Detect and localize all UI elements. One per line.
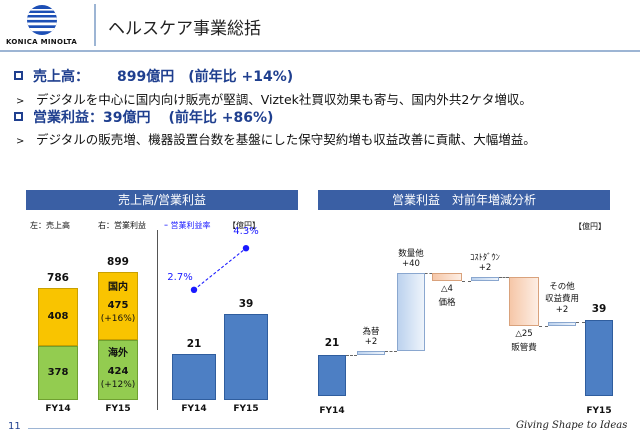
sales-value-domestic: 408	[47, 311, 69, 323]
wf-end-value: 39	[591, 302, 607, 315]
x-tick-label: FY14	[181, 404, 207, 414]
rate-label: 2.7%	[167, 271, 193, 283]
wf-price-name: 価格	[438, 297, 456, 308]
right-unit: 【億円】	[574, 222, 606, 231]
sales-bar-domestic	[38, 287, 78, 347]
profit-label: 営業利益：	[33, 110, 103, 126]
square-bullet-icon	[14, 112, 23, 121]
wf-other-name: その他	[549, 281, 575, 292]
waterfall-bar	[585, 319, 613, 396]
waterfall-connector	[576, 321, 585, 323]
waterfall-connector	[499, 277, 509, 279]
right-panel-title: 営業利益 対前年増減分析	[318, 190, 610, 210]
label-domestic: 国内	[108, 281, 128, 293]
waterfall-bar	[318, 355, 346, 396]
wf-fx-name: 為替	[362, 327, 380, 338]
chart-divider	[157, 230, 158, 410]
footer-rule	[28, 428, 510, 429]
sales-detail-text: デジタルを中心に国内向け販売が堅調、Viztek社買収効果も寄与、国内外共2ケタ…	[36, 92, 532, 107]
profit-bar	[172, 353, 216, 400]
waterfall-connector	[462, 280, 471, 282]
profit-value: 39	[238, 298, 254, 311]
wf-cost-name: ｺｽﾄﾀﾞｳﾝ	[470, 253, 500, 264]
logo-globe-icon	[27, 5, 57, 35]
x-tick-label: FY15	[586, 406, 612, 416]
x-tick-label: FY15	[233, 404, 259, 414]
rate-line	[193, 247, 247, 291]
wf-sga-value: △25	[515, 328, 533, 339]
domestic-growth: (+16%)	[100, 313, 136, 324]
left-unit: 【億円】	[228, 221, 260, 230]
rate-point	[190, 286, 198, 293]
wf-other-name2: 収益費用	[544, 293, 579, 304]
summary-sales: 売上高： 899億円 (前年比 +14%)	[14, 66, 293, 86]
waterfall-connector	[346, 355, 357, 357]
overseas-growth: (+12%)	[100, 379, 136, 390]
sales-change: (前年比 +14%)	[188, 69, 294, 85]
header-separator	[94, 4, 96, 46]
sales-value: 899億円	[117, 69, 175, 85]
profit-value: 21	[186, 337, 202, 350]
legend-right: 右：営業利益	[98, 221, 146, 230]
wf-price-value: △4	[441, 283, 453, 294]
x-tick-label: FY14	[45, 404, 71, 414]
profit-value: 39億円	[103, 110, 151, 126]
chevron-right-icon: >	[16, 96, 25, 107]
tagline: Giving Shape to Ideas	[516, 420, 628, 431]
waterfall-bar	[548, 321, 576, 326]
legend-rate: ｰ 営業利益率	[164, 221, 211, 230]
wf-fx-value: +2	[364, 337, 378, 348]
label-overseas: 海外	[108, 347, 128, 359]
waterfall-bar	[432, 273, 462, 281]
summary-profit-detail: > デジタルの販売増、機器設置台数を基盤にした保守契約増も収益改善に貢献、大幅増益…	[16, 129, 536, 148]
sales-value-overseas: 378	[47, 367, 69, 379]
profit-change: (前年比 +86%)	[168, 110, 274, 126]
x-tick-label: FY14	[319, 406, 345, 416]
wf-sga-name: 販管費	[511, 342, 537, 353]
sales-total: 899	[107, 255, 129, 268]
summary-profit: 営業利益：39億円 (前年比 +86%)	[14, 107, 273, 127]
header-rule	[0, 50, 640, 52]
wf-start-value: 21	[324, 337, 340, 350]
waterfall-connector	[385, 351, 397, 353]
waterfall-bar	[357, 351, 385, 356]
sales-bar-overseas	[38, 346, 78, 400]
legend-left: 左：売上高	[30, 221, 70, 230]
logo	[24, 4, 60, 36]
profit-detail-text: デジタルの販売増、機器設置台数を基盤にした保守契約増も収益改善に貢献、大幅増益。	[36, 132, 536, 147]
square-bullet-icon	[14, 71, 23, 80]
chevron-right-icon: >	[16, 136, 25, 147]
sales-value-overseas: 424	[107, 365, 129, 377]
sales-bar-domestic	[98, 271, 138, 340]
rate-point	[242, 245, 250, 252]
sales-value-domestic: 475	[107, 299, 129, 311]
logo-text: KONICA MINOLTA	[6, 38, 78, 46]
waterfall-bar	[471, 277, 499, 281]
waterfall-bar	[509, 277, 539, 326]
waterfall-connector	[425, 273, 432, 275]
profit-bar	[224, 314, 268, 400]
waterfall-bar	[397, 273, 425, 352]
page-number: 11	[8, 421, 21, 432]
wf-volume-value: +40	[402, 259, 420, 270]
sales-total: 786	[47, 271, 69, 284]
wf-other-value: +2	[555, 304, 569, 315]
sales-bar-overseas	[98, 339, 138, 400]
wf-cost-value: +2	[478, 263, 492, 274]
sales-label: 売上高：	[33, 69, 89, 85]
wf-volume-name: 数量他	[398, 249, 424, 260]
waterfall-connector	[539, 325, 548, 327]
x-tick-label: FY15	[105, 404, 131, 414]
page-title: ヘルスケア事業総括	[108, 19, 261, 39]
summary-sales-detail: > デジタルを中心に国内向け販売が堅調、Viztek社買収効果も寄与、国内外共2ケ…	[16, 89, 532, 108]
left-panel-title: 売上高/営業利益	[26, 190, 298, 210]
